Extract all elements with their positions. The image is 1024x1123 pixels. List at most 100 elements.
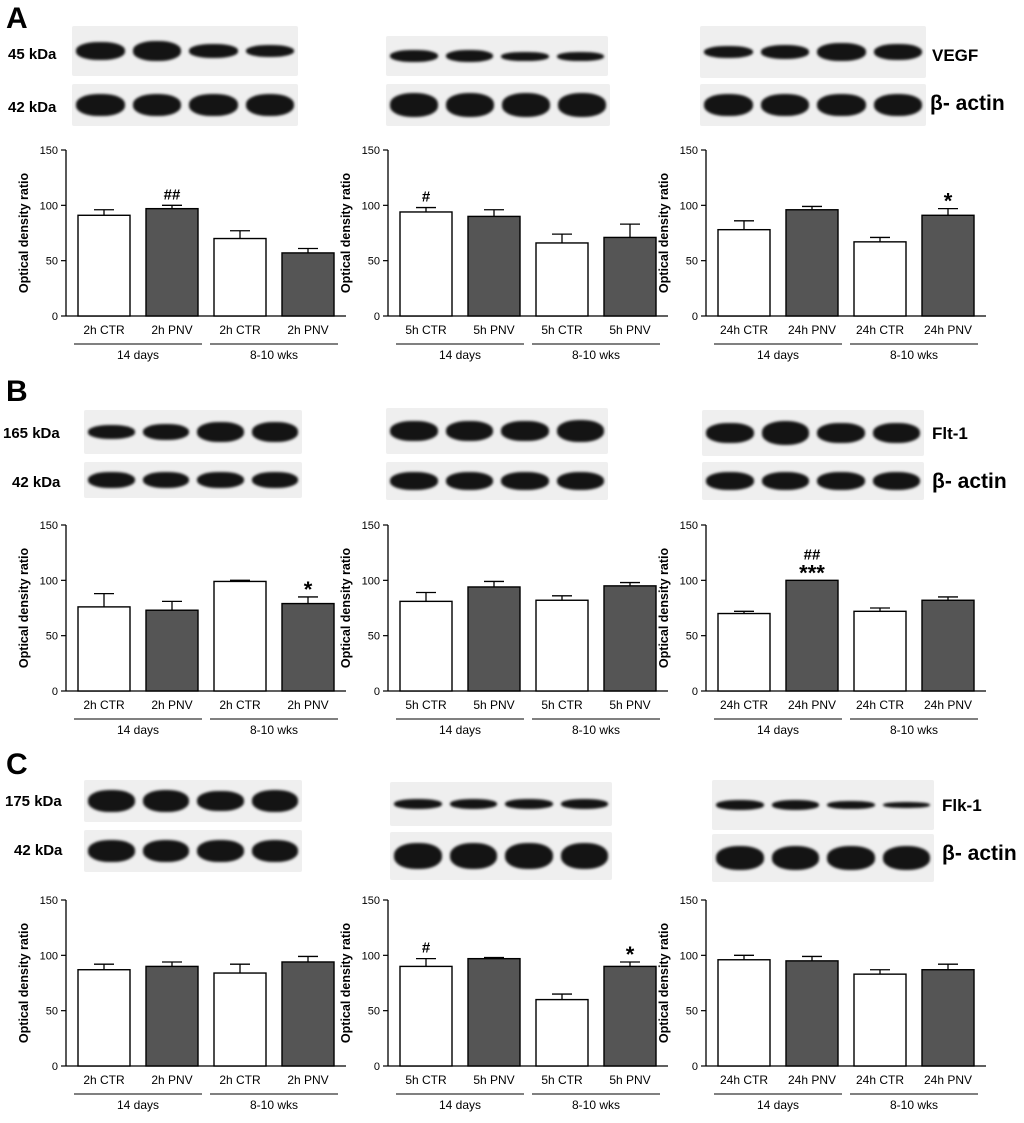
bar: [603, 965, 657, 1067]
protein-label-c: Flk-1: [942, 796, 982, 815]
y-tick-label: 150: [362, 520, 380, 532]
marker-kda-a: 45 kDa: [8, 46, 57, 63]
blot-band: [445, 472, 493, 490]
x-tick-label: 2h CTR: [219, 1073, 261, 1087]
blot-band: [142, 840, 189, 862]
blot-band: [771, 846, 819, 870]
blot-band: [189, 94, 238, 116]
y-tick-label: 100: [362, 575, 380, 587]
bar: [77, 606, 131, 692]
actin-kda-a: 42 kDa: [8, 99, 57, 116]
group-label: 14 days: [117, 723, 159, 737]
blot-band: [827, 801, 875, 809]
y-tick-label: 150: [362, 145, 380, 157]
blot-band: [556, 420, 604, 442]
blot-band: [761, 472, 809, 490]
beta-actin-label-b: β- actin: [932, 470, 1007, 493]
blot-band: [132, 94, 181, 116]
group-label: 8-10 wks: [890, 348, 938, 362]
bar: [853, 241, 907, 317]
bar: [535, 599, 589, 692]
y-axis-label: Optical density ratio: [17, 173, 31, 294]
panel-letter-a: A: [6, 2, 28, 35]
blot-band: [245, 94, 294, 116]
y-tick-label: 0: [692, 1061, 698, 1073]
blot-band: [445, 50, 493, 62]
blot-band: [761, 421, 809, 445]
blot-band: [771, 800, 819, 810]
significance-marker: *: [304, 577, 313, 602]
bar: [853, 973, 907, 1067]
blot-band: [446, 93, 494, 117]
actin-kda-c: 42 kDa: [14, 842, 63, 859]
y-tick-label: 50: [368, 1006, 380, 1018]
x-tick-label: 2h PNV: [151, 323, 192, 337]
bar: [785, 209, 839, 317]
blot-band: [502, 93, 550, 117]
blot-band: [251, 790, 298, 812]
blot-band: [197, 791, 244, 811]
bar: [921, 214, 975, 317]
group-label: 14 days: [439, 1098, 481, 1112]
y-tick-label: 50: [686, 1006, 698, 1018]
marker-kda-b: 165 kDa: [3, 425, 60, 442]
y-tick-label: 150: [680, 145, 698, 157]
blot-band: [76, 94, 125, 116]
blot-band: [817, 423, 865, 443]
blot-band: [142, 790, 189, 812]
blot-band: [449, 799, 497, 809]
bar: [921, 599, 975, 692]
x-tick-label: 24h CTR: [720, 1073, 768, 1087]
bar: [213, 580, 267, 692]
y-axis-label: Optical density ratio: [17, 548, 31, 669]
actin-kda-b: 42 kDa: [12, 474, 61, 491]
bar: [213, 972, 267, 1067]
western-blot-strip: [712, 780, 934, 830]
x-tick-label: 24h CTR: [720, 323, 768, 337]
blot-band: [817, 94, 866, 116]
y-tick-label: 50: [46, 256, 58, 268]
y-tick-label: 100: [362, 200, 380, 212]
y-tick-label: 150: [40, 145, 58, 157]
blot-band: [556, 472, 604, 490]
bar: [785, 579, 839, 692]
blot-band: [817, 43, 866, 61]
x-tick-label: 2h PNV: [287, 1073, 328, 1087]
western-blot-strip: [702, 410, 924, 456]
bar: [785, 960, 839, 1067]
x-tick-label: 24h PNV: [788, 1073, 836, 1087]
blot-band: [390, 472, 438, 490]
y-tick-label: 0: [692, 686, 698, 698]
blot-band: [390, 421, 438, 441]
y-tick-label: 0: [374, 686, 380, 698]
group-label: 8-10 wks: [890, 723, 938, 737]
blot-band: [505, 799, 553, 809]
x-tick-label: 2h PNV: [287, 323, 328, 337]
blot-band: [560, 799, 608, 809]
western-blot-strip: [84, 462, 302, 498]
panel-letter-c: C: [6, 748, 28, 781]
beta-actin-label-c: β- actin: [942, 842, 1017, 865]
significance-marker: #: [422, 940, 431, 957]
x-tick-label: 2h CTR: [219, 698, 261, 712]
y-tick-label: 100: [40, 575, 58, 587]
blot-band: [197, 472, 244, 488]
blot-band: [501, 472, 549, 490]
y-axis-label: Optical density ratio: [17, 923, 31, 1044]
western-blot-strip: [72, 84, 298, 126]
bar-chart-b-5h: 0 50 100 150 Optical density ratio 5h CTR 5h P…: [339, 520, 668, 737]
y-tick-label: 0: [692, 311, 698, 323]
group-label: 8-10 wks: [890, 1098, 938, 1112]
y-tick-label: 0: [52, 686, 58, 698]
y-tick-label: 150: [40, 520, 58, 532]
bar: [535, 998, 589, 1067]
bar: [281, 252, 335, 317]
x-tick-label: 5h CTR: [541, 323, 583, 337]
x-tick-label: 2h CTR: [83, 698, 125, 712]
blot-band: [704, 46, 753, 58]
y-tick-label: 100: [680, 200, 698, 212]
blot-band: [827, 846, 875, 870]
y-tick-label: 150: [680, 895, 698, 907]
y-axis-label: Optical density ratio: [339, 173, 353, 294]
y-tick-label: 0: [52, 311, 58, 323]
